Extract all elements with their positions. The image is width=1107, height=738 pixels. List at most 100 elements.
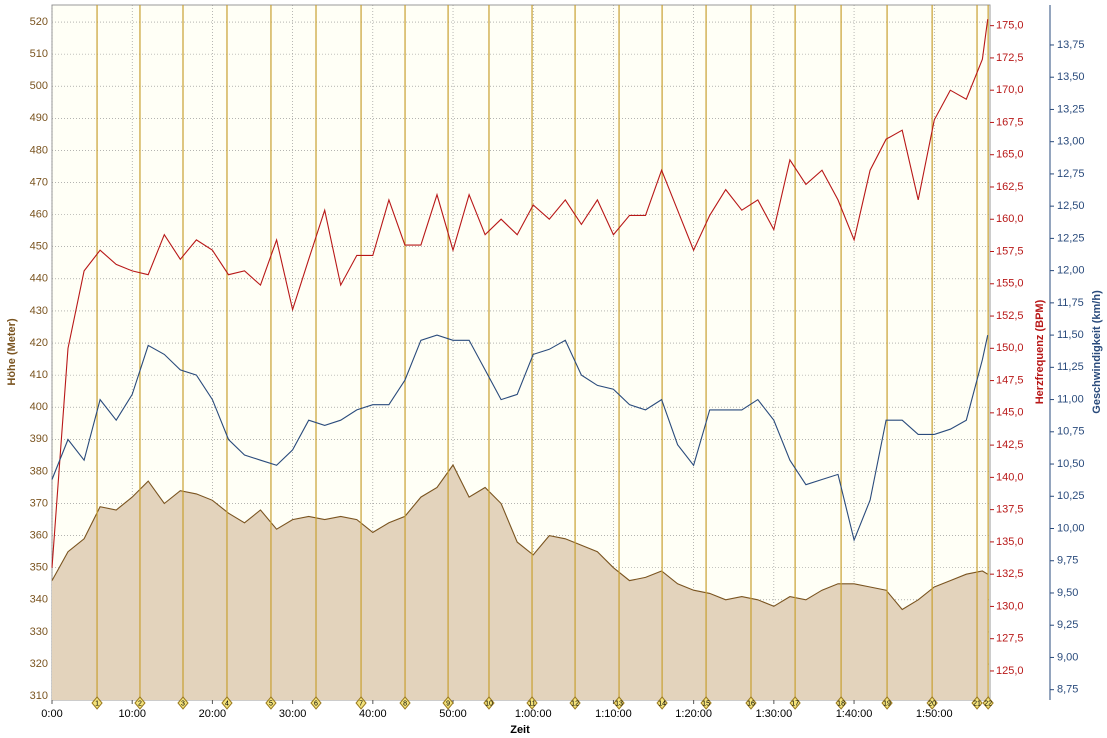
y-tick-label: 370: [30, 497, 48, 509]
lap-marker: [789, 696, 801, 710]
lap-marker: [926, 696, 938, 710]
lap-marker: [569, 696, 581, 710]
lap-label: 2: [138, 700, 142, 707]
y2-tick-label: 152,5: [996, 310, 1024, 322]
lap-label: 11: [528, 700, 535, 707]
x-tick-label: 1:40:00: [836, 708, 873, 720]
y-tick-label: 420: [30, 337, 48, 349]
lap-label: 7: [359, 700, 363, 707]
y-tick-label: 360: [30, 530, 48, 542]
y2-tick-label: 155,0: [996, 278, 1024, 290]
lap-marker: [442, 696, 454, 710]
y-tick-label: 390: [30, 433, 48, 445]
y3-tick-label: 11,75: [1057, 297, 1084, 309]
y3-tick-label: 12,50: [1057, 200, 1085, 212]
y3-tick-label: 9,75: [1057, 555, 1078, 567]
y-tick-label: 440: [30, 273, 48, 285]
lap-label: 13: [615, 700, 623, 707]
y2-tick-label: 160,0: [996, 213, 1024, 225]
lap-marker: [483, 696, 495, 710]
x-tick-label: 1:10:00: [595, 708, 632, 720]
y3-tick-label: 13,25: [1057, 103, 1085, 115]
lap-marker: [656, 696, 668, 710]
y2-tick-label: 132,5: [996, 568, 1024, 580]
y2-tick-label: 175,0: [996, 20, 1024, 32]
y-tick-label: 500: [30, 80, 48, 92]
lap-label: 3: [181, 700, 185, 707]
y-tick-label: 410: [30, 369, 48, 381]
lap-label: 16: [747, 700, 755, 707]
y3-tick-label: 10,00: [1057, 522, 1085, 534]
lap-marker: [355, 696, 367, 710]
y3-tick-label: 12,00: [1057, 265, 1085, 277]
y2-tick-label: 145,0: [996, 407, 1024, 419]
lap-marker: [134, 696, 146, 710]
y2-tick-label: 150,0: [996, 342, 1024, 354]
y2-tick-label: 157,5: [996, 245, 1024, 257]
lap-marker: [310, 696, 322, 710]
x-tick-label: 1:50:00: [916, 708, 953, 720]
y-tick-label: 310: [30, 690, 48, 702]
y2-tick-label: 172,5: [996, 52, 1024, 64]
y-tick-label: 320: [30, 658, 48, 670]
y3-tick-label: 11,50: [1057, 329, 1084, 341]
x-tick-label: 20:00: [199, 708, 227, 720]
y3-tick-label: 9,50: [1057, 587, 1078, 599]
lap-marker: [971, 696, 983, 710]
y-tick-label: 400: [30, 401, 48, 413]
y-tick-label: 470: [30, 176, 48, 188]
y2-tick-label: 142,5: [996, 439, 1024, 451]
y-tick-label: 330: [30, 626, 48, 638]
x-tick-label: 1:30:00: [755, 708, 792, 720]
y-tick-label: 450: [30, 241, 48, 253]
y2-tick-label: 137,5: [996, 504, 1024, 516]
lap-marker: [526, 696, 538, 710]
lap-marker: [835, 696, 847, 710]
y3-tick-label: 8,75: [1057, 684, 1078, 696]
y-tick-label: 380: [30, 465, 48, 477]
lap-label: 19: [883, 700, 891, 707]
y-tick-label: 350: [30, 562, 48, 574]
y-tick-label: 480: [30, 144, 48, 156]
lap-marker: [221, 696, 233, 710]
y3-tick-label: 13,50: [1057, 71, 1085, 83]
y2-tick-label: 125,0: [996, 665, 1024, 677]
y3-tick-label: 11,00: [1057, 393, 1084, 405]
x-tick-label: 1:20:00: [675, 708, 712, 720]
x-tick-label: 10:00: [118, 708, 146, 720]
y-tick-label: 510: [30, 48, 48, 60]
y3-tick-label: 10,50: [1057, 458, 1085, 470]
x-tick-label: 40:00: [359, 708, 387, 720]
y-tick-label: 430: [30, 305, 48, 317]
lap-label: 12: [571, 700, 579, 707]
lap-label: 14: [658, 700, 666, 707]
lap-label: 20: [928, 700, 936, 707]
lap-label: 8: [403, 700, 407, 707]
lap-label: 21: [973, 700, 981, 707]
y-tick-label: 460: [30, 209, 48, 221]
x-axis-label: Zeit: [510, 724, 530, 736]
x-tick-label: 0:00: [41, 708, 62, 720]
y2-tick-label: 170,0: [996, 84, 1024, 96]
y3-tick-label: 9,00: [1057, 651, 1078, 663]
lap-label: 6: [314, 700, 318, 707]
lap-label: 10: [485, 700, 493, 707]
x-tick-label: 1:00:00: [515, 708, 552, 720]
lap-marker: [177, 696, 189, 710]
y3-axis-label: Geschwindigkeit (km/h): [1091, 290, 1103, 414]
y3-tick-label: 12,75: [1057, 168, 1085, 180]
lap-marker: [91, 696, 103, 710]
y3-tick-label: 12,25: [1057, 232, 1085, 244]
y-tick-label: 340: [30, 594, 48, 606]
lap-marker: [399, 696, 411, 710]
y2-tick-label: 127,5: [996, 633, 1024, 645]
y-tick-label: 490: [30, 112, 48, 124]
x-tick-label: 30:00: [279, 708, 307, 720]
y3-tick-label: 10,75: [1057, 426, 1085, 438]
lap-marker: [881, 696, 893, 710]
y3-tick-label: 10,25: [1057, 490, 1085, 502]
y-axis-label: Höhe (Meter): [6, 318, 18, 386]
y2-axis-label: Herzfrequenz (BPM): [1034, 299, 1046, 404]
line: [51, 19, 989, 568]
